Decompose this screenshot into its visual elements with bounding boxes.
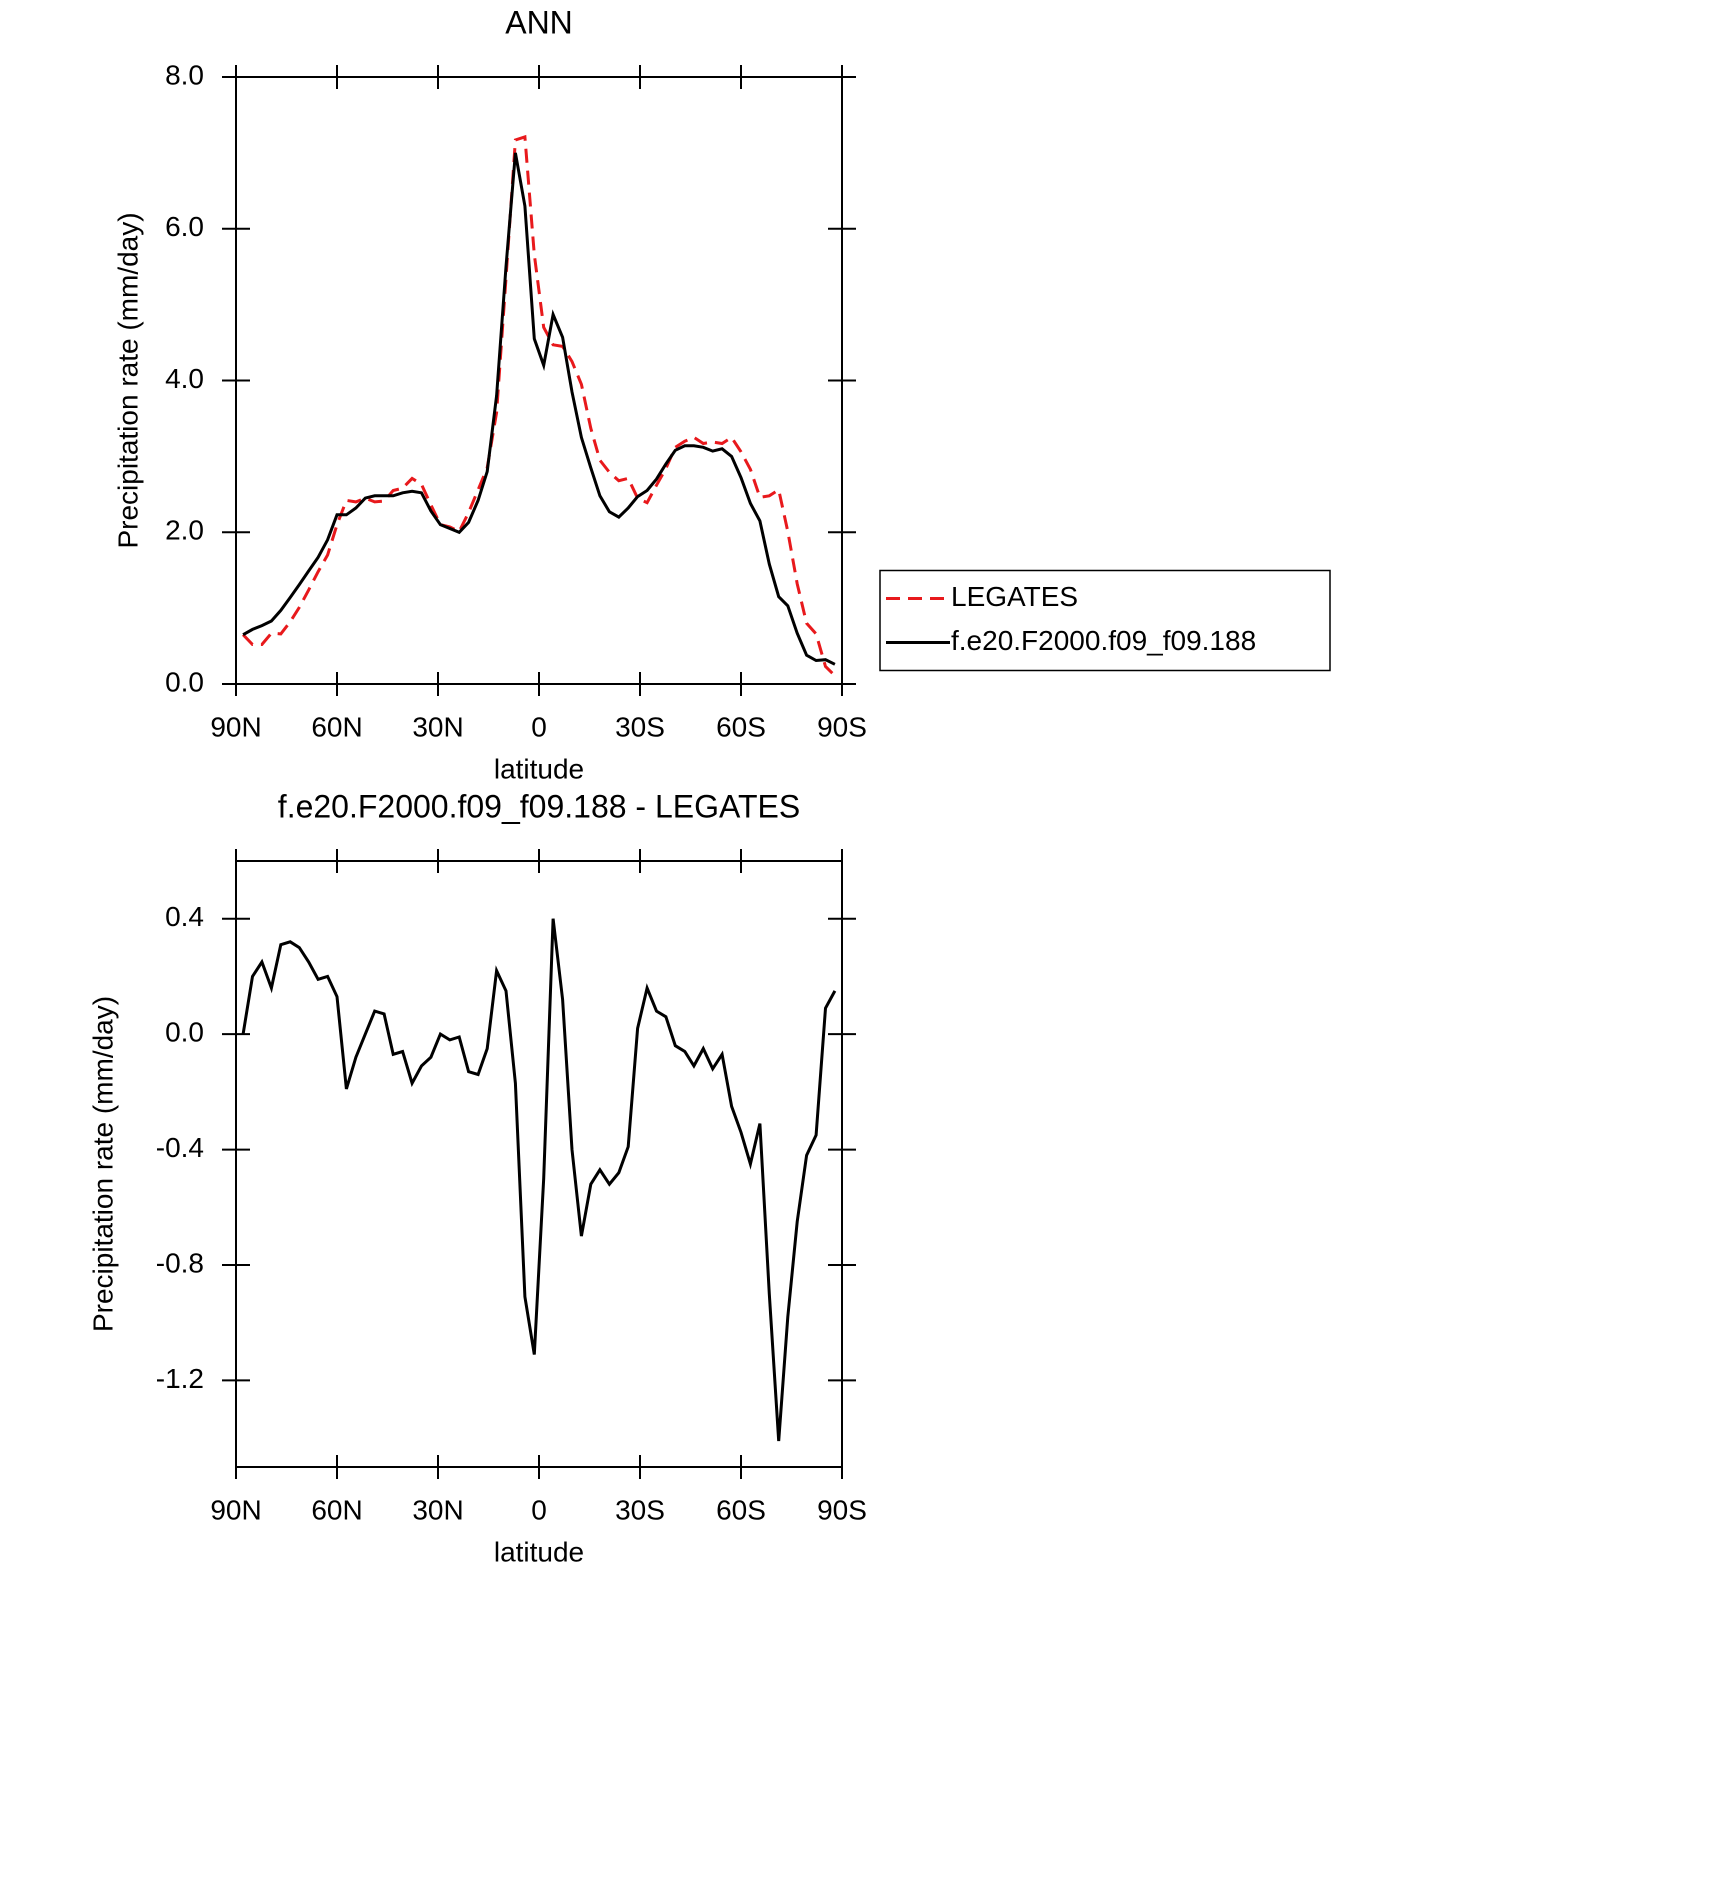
chart-title: ANN	[505, 4, 573, 40]
x-tick-label: 0	[531, 711, 547, 742]
legend-label: LEGATES	[951, 581, 1078, 612]
plot-frame	[235, 76, 843, 685]
y-tick-label: 4.0	[165, 363, 204, 394]
y-tick-label: 8.0	[165, 59, 204, 90]
x-axis-label: latitude	[494, 1536, 584, 1567]
x-tick-label: 90S	[817, 711, 867, 742]
x-tick-label: 60S	[716, 1494, 766, 1525]
y-tick-label: -0.8	[156, 1247, 204, 1278]
x-tick-label: 30S	[615, 1494, 665, 1525]
y-tick-label: 0.0	[165, 1017, 204, 1048]
y-tick-label: -0.4	[156, 1132, 204, 1163]
y-axis-label: Precipitation rate (mm/day)	[112, 212, 143, 548]
y-axis-label: Precipitation rate (mm/day)	[87, 996, 118, 1332]
x-axis-label: latitude	[494, 753, 584, 784]
y-tick-label: 2.0	[165, 515, 204, 546]
series-line	[242, 152, 836, 666]
x-tick-label: 60N	[311, 711, 362, 742]
y-tick-label: 6.0	[165, 211, 204, 242]
series-line	[241, 918, 837, 1442]
x-tick-label: 30N	[412, 711, 463, 742]
y-tick-label: -1.2	[156, 1363, 204, 1394]
chart-title: f.e20.F2000.f09_f09.188 - LEGATES	[278, 788, 800, 824]
y-tick-label: 0.0	[165, 666, 204, 697]
x-tick-label: 60S	[716, 711, 766, 742]
x-tick-label: 90N	[210, 1494, 261, 1525]
x-tick-label: 90S	[817, 1494, 867, 1525]
legend-box	[879, 569, 1331, 672]
x-tick-label: 0	[531, 1494, 547, 1525]
x-tick-label: 60N	[311, 1494, 362, 1525]
legend-label: f.e20.F2000.f09_f09.188	[951, 625, 1256, 656]
x-tick-label: 30S	[615, 711, 665, 742]
series-line	[242, 134, 836, 677]
x-tick-label: 90N	[210, 711, 261, 742]
x-tick-label: 30N	[412, 1494, 463, 1525]
y-tick-label: 0.4	[165, 901, 204, 932]
